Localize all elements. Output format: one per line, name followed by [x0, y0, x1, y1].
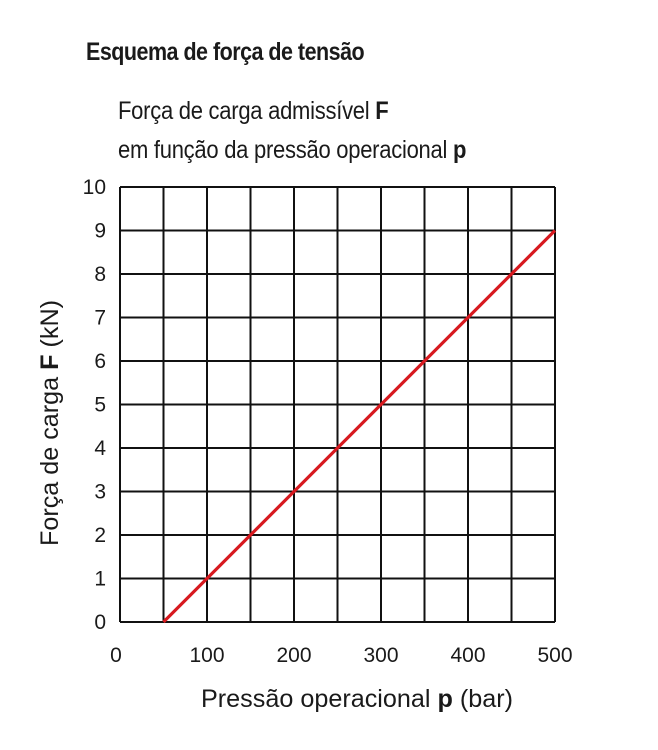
y-tick-label: 2 [94, 524, 106, 547]
x-tick-label: 200 [276, 644, 311, 667]
chart-title-line-2-text: em função da pressão operacional [118, 136, 448, 164]
y-tick-label: 0 [94, 611, 106, 634]
chart-title-line-1-text: Força de carga admissível [118, 97, 370, 125]
x-tick-label: 500 [537, 644, 572, 667]
x-tick-label: 300 [363, 644, 398, 667]
chart-title-line-2: em função da pressão operacional p [118, 136, 466, 165]
page-heading: Esquema de força de tensão [86, 38, 365, 66]
series-line [162, 229, 557, 624]
y-tick-label: 6 [94, 350, 106, 373]
y-tick-label: 8 [94, 263, 106, 286]
x-axis-label-text: Pressão operacional [201, 685, 430, 713]
y-tick-label: 3 [94, 481, 106, 504]
y-tick-label: 4 [94, 437, 106, 460]
x-axis-label: Pressão operacional p (bar) [201, 685, 513, 713]
chart-series [162, 229, 557, 624]
y-axis-label-unit: (kN) [36, 300, 64, 347]
x-tick-label: 400 [450, 644, 485, 667]
x-axis-label-symbol: p [437, 685, 452, 713]
x-tick-label: 0 [110, 644, 122, 667]
y-axis-label-symbol: F [36, 354, 64, 369]
x-axis-label-unit: (bar) [460, 685, 513, 713]
y-tick-label: 9 [94, 220, 106, 243]
chart-title-line-1-symbol: F [375, 97, 389, 125]
y-tick-label: 5 [94, 394, 106, 417]
y-axis-label: Força de carga F (kN) [36, 300, 64, 546]
x-tick-label: 100 [189, 644, 224, 667]
chart-title-line-2-symbol: p [452, 136, 467, 164]
y-tick-label: 1 [94, 568, 106, 591]
chart-title-line-1: Força de carga admissível F [118, 97, 389, 126]
y-tick-label: 10 [83, 176, 106, 199]
y-tick-label: 7 [94, 307, 106, 330]
y-axis-label-text: Força de carga [36, 377, 64, 546]
chart-grid [119, 186, 556, 623]
